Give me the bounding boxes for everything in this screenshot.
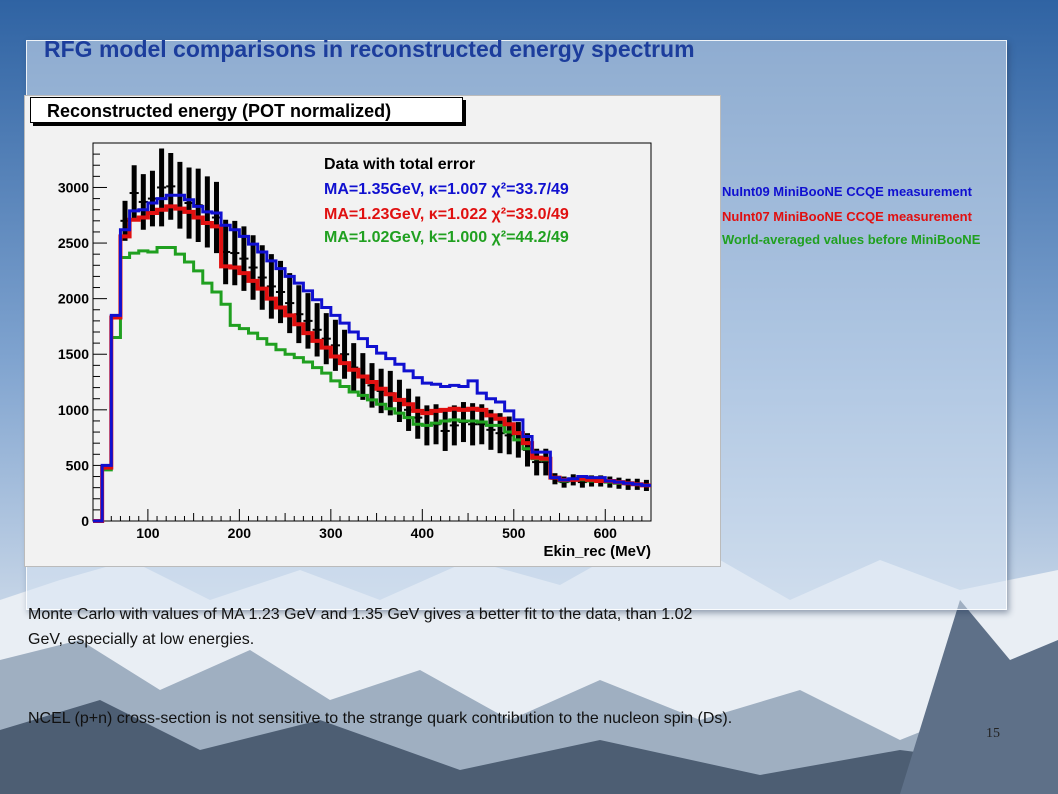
y-tick-label: 2000: [58, 291, 89, 307]
slide-title: RFG model comparisons in reconstructed e…: [44, 36, 695, 62]
body-text-line-3: NCEL (p+n) cross-section is not sensitiv…: [28, 710, 733, 727]
annotation-blue: NuInt09 MiniBooNE CCQE measurement: [722, 184, 972, 199]
x-tick-label: 300: [319, 525, 343, 541]
body-text-line-1: Monte Carlo with values of MA 1.23 GeV a…: [28, 606, 693, 623]
page-number: 15: [986, 726, 1000, 741]
annotation-red: NuInt07 MiniBooNE CCQE measurement: [722, 209, 972, 224]
histogram-title: Reconstructed energy (POT normalized): [30, 97, 463, 123]
plot-frame: [92, 142, 652, 522]
legend-blue: MA=1.35GeV, κ=1.007 χ²=33.7/49: [324, 181, 569, 198]
legend-data: Data with total error: [324, 156, 476, 173]
y-tick-label: 1000: [58, 402, 89, 418]
x-tick-label: 100: [136, 525, 160, 541]
annotation-green: World-averaged values before MiniBooNE: [722, 232, 981, 247]
x-tick-label: 500: [502, 525, 526, 541]
y-tick-label: 500: [66, 457, 90, 473]
body-text-line-2: GeV, especially at low energies.: [28, 631, 255, 648]
y-tick-label: 3000: [58, 179, 89, 195]
legend-green: MA=1.02GeV, k=1.000 χ²=44.2/49: [324, 229, 569, 246]
series-blue-histogram: [93, 193, 651, 523]
legend-red: MA=1.23GeV, κ=1.022 χ²=33.0/49: [324, 206, 569, 223]
x-tick-label: 200: [228, 525, 252, 541]
y-tick-label: 0: [81, 513, 89, 529]
x-tick-label: 600: [594, 525, 618, 541]
x-tick-label: 400: [411, 525, 435, 541]
y-tick-label: 1500: [58, 346, 89, 362]
x-axis-label: Ekin_rec (MeV): [543, 543, 651, 560]
y-tick-label: 2500: [58, 235, 89, 251]
